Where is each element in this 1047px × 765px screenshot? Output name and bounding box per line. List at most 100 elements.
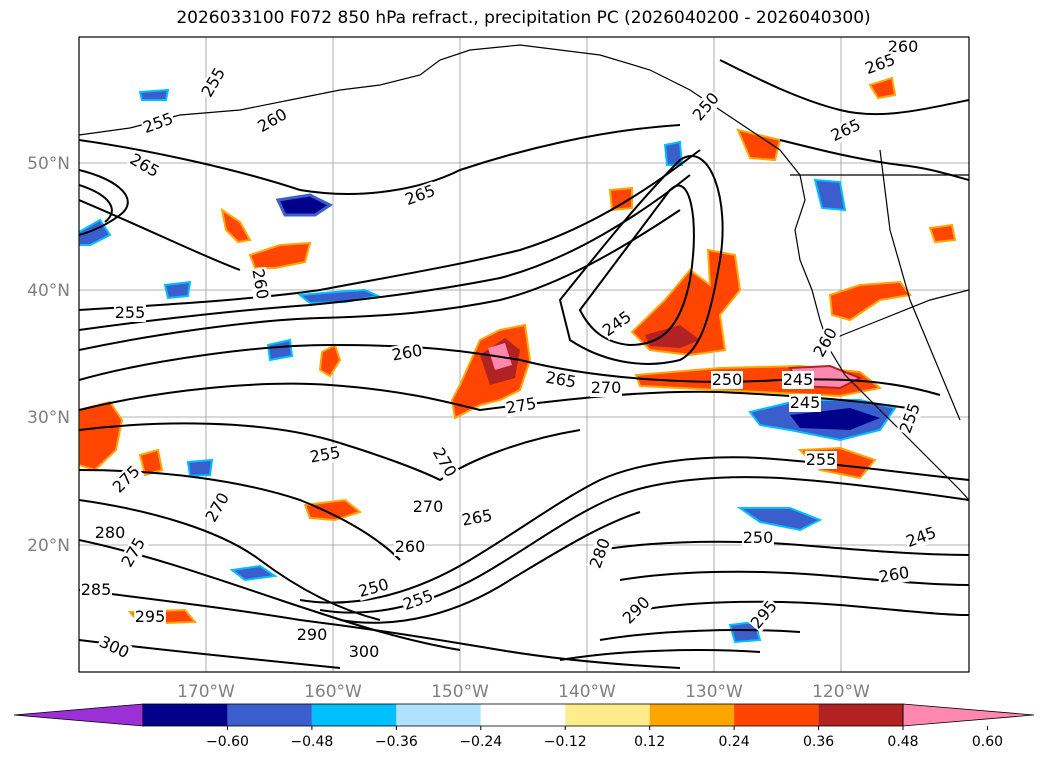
precip-blob — [318, 343, 342, 378]
contour-label-bg — [887, 38, 919, 56]
colorbar-segment — [143, 704, 228, 726]
contour-label-bg — [140, 109, 177, 138]
contour-label: 260 — [888, 37, 919, 56]
contour-label-bg — [108, 461, 145, 498]
contour-line — [639, 600, 969, 616]
contour-label-bg — [114, 304, 146, 322]
contour-line — [79, 184, 113, 223]
colorbar-tick-label: 0.36 — [803, 734, 834, 750]
longitude-label: 130°W — [685, 682, 743, 702]
contour-line — [558, 155, 724, 365]
contour-line — [79, 539, 461, 651]
contour-label-bg — [95, 632, 133, 663]
contour-label-bg — [746, 596, 782, 633]
colorbar-extend-max — [902, 703, 1035, 727]
precip-negative-areas — [79, 88, 897, 644]
contour-label-bg — [827, 115, 865, 146]
colorbar-tick-label: −0.12 — [544, 734, 587, 750]
contour-label-bg — [348, 643, 380, 661]
contour-line — [79, 469, 401, 561]
longitude-label: 160°W — [304, 682, 362, 702]
contour-line — [578, 184, 695, 347]
contour-label: 280 — [95, 523, 126, 542]
contour-line — [79, 124, 681, 195]
contour-label-bg — [809, 324, 842, 361]
latitude-labels: 50°N 40°N 30°N 20°N — [27, 154, 70, 556]
contour-label-bg — [688, 88, 724, 125]
precip-blob — [630, 248, 742, 357]
contour-label-bg — [459, 506, 495, 530]
precip-blob — [663, 140, 684, 166]
precip-blob — [928, 223, 957, 244]
contour-label-bg — [598, 307, 636, 341]
contour-line — [619, 570, 969, 586]
colorbar-tick-label: −0.24 — [459, 734, 502, 750]
border-line — [829, 289, 969, 341]
precip-blob — [220, 207, 252, 244]
colorbar-tick-label: 0.48 — [887, 734, 918, 750]
precip-blob — [266, 338, 294, 362]
contour-label-bg — [618, 592, 655, 629]
contour-label: 290 — [297, 625, 328, 644]
contour-line — [79, 422, 581, 482]
colorbar-segment — [227, 704, 312, 726]
colorbar-segment — [649, 704, 735, 726]
contour-label: 255 — [115, 303, 146, 322]
precip-blob — [138, 88, 170, 101]
contour-line — [79, 343, 941, 396]
colorbar-frame — [142, 703, 904, 727]
colorbar-segment — [311, 704, 397, 726]
longitude-label: 170°W — [177, 682, 235, 702]
contour-label-bg — [402, 181, 439, 210]
contour-label-bg — [711, 371, 743, 389]
contour-label-bg — [543, 368, 579, 392]
contour-label-bg — [896, 400, 925, 437]
contour-label-bg — [782, 371, 814, 389]
colorbar-segment — [480, 704, 566, 726]
contour-line — [599, 629, 801, 641]
colorbar: −0.60 −0.48 −0.36 −0.24 −0.12 0.12 0.24 0.36 0.4… — [13, 703, 1035, 750]
precip-blob — [297, 288, 382, 305]
contour-label-bg — [903, 523, 940, 552]
contour-line — [79, 149, 701, 311]
contour-line — [79, 174, 691, 331]
contour-label: 295 — [135, 607, 166, 626]
precip-blob — [608, 186, 633, 212]
contour-label: 250 — [712, 370, 743, 389]
latitude-label: 40°N — [27, 281, 70, 301]
precip-blob — [163, 280, 192, 300]
contour-label-bg — [248, 266, 272, 302]
contour-label-bg — [254, 104, 291, 137]
precip-blob — [828, 280, 912, 322]
contour-label-bg — [389, 341, 425, 365]
contour-label: 270 — [413, 497, 444, 516]
colorbar-tick-label: −0.60 — [206, 734, 249, 750]
colorbar-tick-label: 0.12 — [634, 734, 665, 750]
latitude-label: 20°N — [27, 536, 70, 556]
precip-blob — [868, 76, 897, 100]
contour-label: 250 — [743, 528, 774, 547]
contour-label-bg — [586, 535, 615, 572]
contour-line — [719, 59, 969, 116]
coastline — [79, 44, 969, 501]
precip-blob — [275, 193, 333, 217]
precip-blob — [645, 325, 700, 348]
contour-label-bg — [94, 524, 126, 542]
contour-label: 255 — [806, 450, 837, 469]
longitude-labels: 170°W 160°W 150°W 140°W 130°W 120°W — [177, 682, 870, 702]
precip-blob — [186, 458, 214, 478]
contour-label: 300 — [349, 642, 380, 661]
latitude-label: 30°N — [27, 408, 70, 428]
contour-label: 245 — [783, 370, 814, 389]
contour-label-bg — [876, 563, 912, 587]
contour-label-bg — [805, 451, 837, 469]
contour-label-bg — [307, 443, 343, 467]
contour-label-bg — [355, 575, 392, 602]
contour-line — [319, 476, 969, 614]
contour-label-bg — [80, 581, 112, 599]
colorbar-tick-label: 0.60 — [972, 734, 1003, 750]
contour-label-bg — [590, 379, 622, 397]
precip-blob — [248, 241, 312, 269]
contour-label: 260 — [395, 537, 426, 556]
